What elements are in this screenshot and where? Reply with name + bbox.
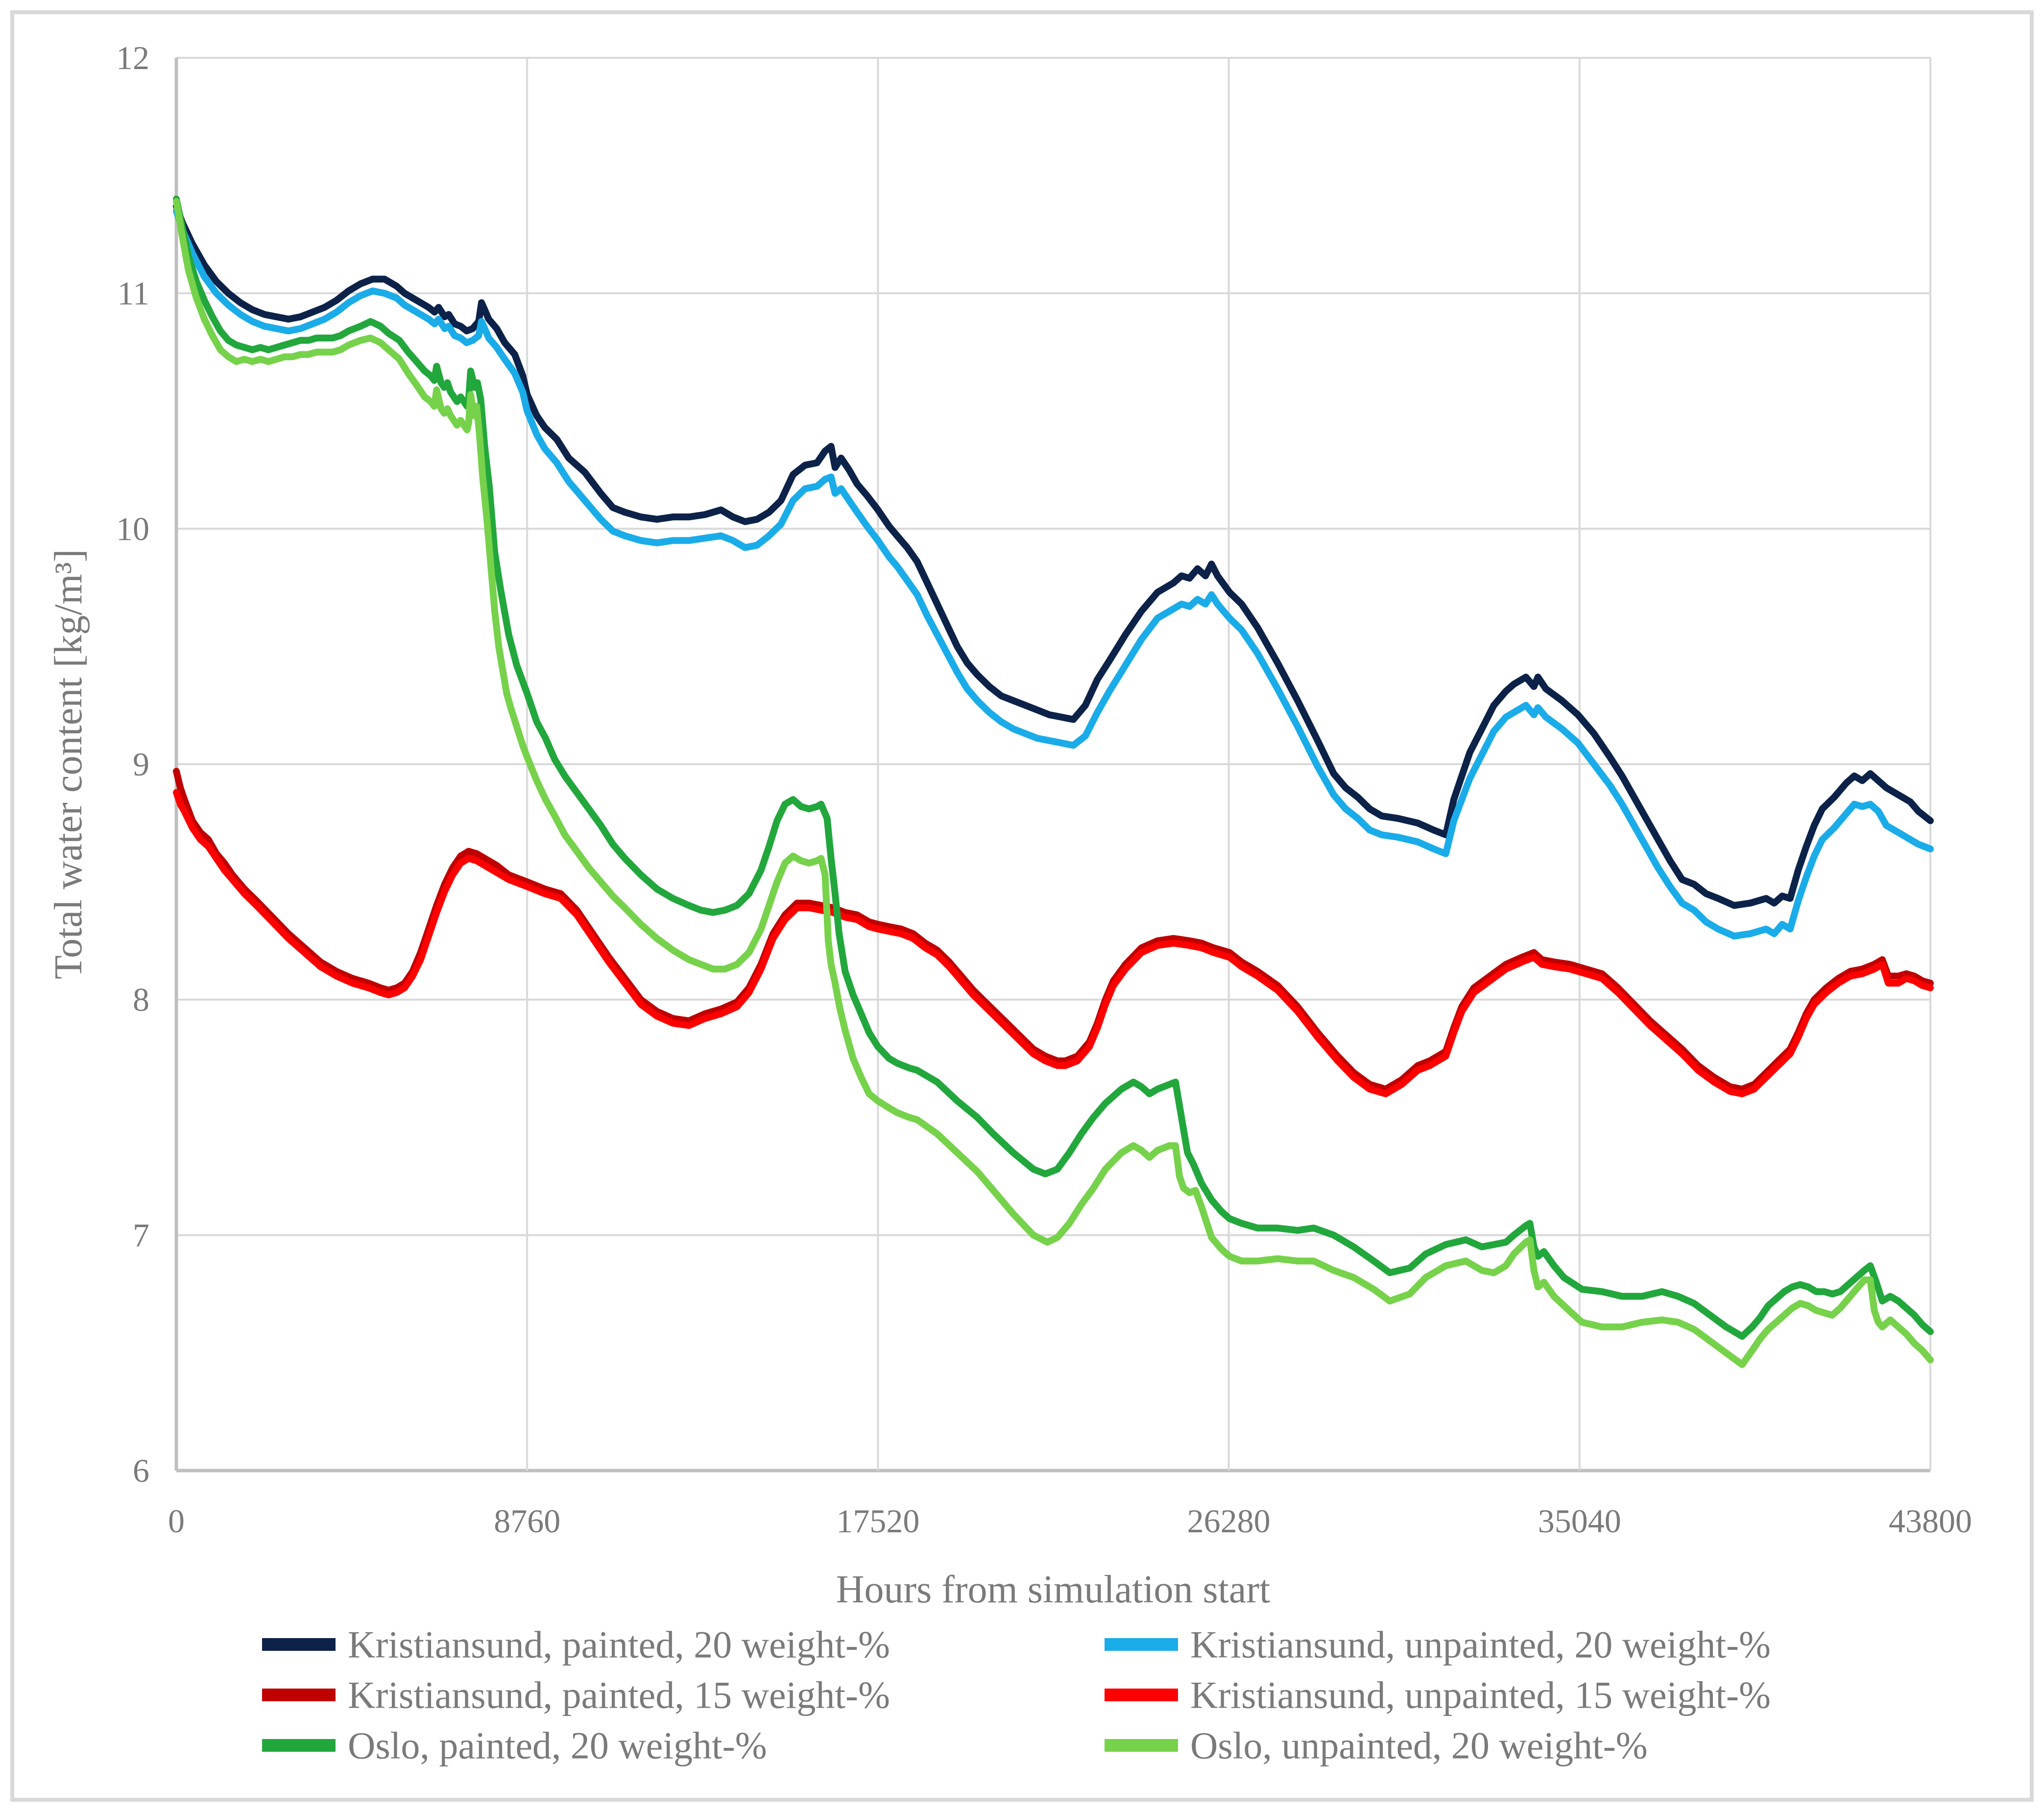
x-tick-label-0: 0 (168, 1502, 185, 1540)
legend-label-kristiansund-unpainted-20-weight: Kristiansund, unpainted, 20 weight-% (1190, 1623, 1771, 1666)
legend-label-kristiansund-painted-20-weight: Kristiansund, painted, 20 weight-% (348, 1623, 890, 1666)
y-tick-label-7: 7 (133, 1216, 149, 1254)
y-tick-label-11: 11 (118, 275, 149, 312)
series-line-kristiansund-unpainted-15-weight (173, 789, 1934, 1097)
y-tick-label-8: 8 (133, 981, 149, 1018)
series-line-oslo-painted-20-weight (173, 195, 1934, 1340)
x-tick-label-17520: 17520 (836, 1502, 919, 1540)
x-tick-label-26280: 26280 (1187, 1502, 1271, 1540)
legend-label-oslo-painted-20-weight: Oslo, painted, 20 weight-% (348, 1724, 767, 1767)
series-line-kristiansund-unpainted-20-weight (173, 207, 1934, 940)
legend-label-kristiansund-painted-15-weight: Kristiansund, painted, 15 weight-% (348, 1674, 890, 1716)
y-tick-label-9: 9 (133, 746, 149, 783)
series-line-kristiansund-painted-20-weight (173, 202, 1934, 909)
y-axis-title: Total water content [kg/m³] (47, 549, 90, 979)
x-tick-label-43800: 43800 (1889, 1502, 1972, 1540)
y-tick-label-10: 10 (116, 510, 149, 547)
x-axis-title: Hours from simulation start (836, 1568, 1271, 1611)
figure-border (10, 10, 2034, 1802)
y-tick-label-6: 6 (133, 1452, 149, 1489)
legend-label-oslo-unpainted-20-weight: Oslo, unpainted, 20 weight-% (1190, 1724, 1648, 1767)
x-tick-label-8760: 8760 (494, 1502, 560, 1540)
x-tick-label-35040: 35040 (1538, 1502, 1621, 1540)
series-line-oslo-unpainted-20-weight (173, 198, 1934, 1368)
y-tick-label-12: 12 (116, 39, 149, 76)
legend-label-kristiansund-unpainted-15-weight: Kristiansund, unpainted, 15 weight-% (1190, 1674, 1771, 1716)
